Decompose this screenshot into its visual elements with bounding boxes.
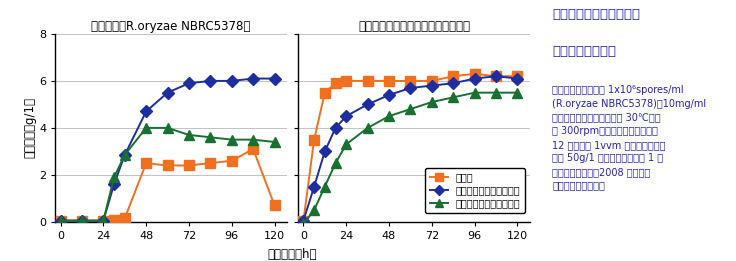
Title: エタノール発酵（ドライイースト）: エタノール発酵（ドライイースト） [358, 20, 470, 33]
Text: エタノールの生産: エタノールの生産 [552, 45, 616, 58]
Text: 発酵時間（h）: 発酵時間（h） [268, 248, 317, 261]
Text: 図２　麦稈からの乳酸、: 図２ 麦稈からの乳酸、 [552, 8, 640, 21]
Title: 乳酸発酵（R.oryzae NBRC5378）: 乳酸発酵（R.oryzae NBRC5378） [91, 20, 251, 33]
Text: （発酵条件：植菌量 1x10⁶spores/ml
(R.oryzae NBRC5378)、10mg/ml
（ドライイースト）、温度 30℃、撹
拌 300rpm: （発酵条件：植菌量 1x10⁶spores/ml (R.oryzae NBRC5… [552, 85, 707, 191]
Legend: 糖化液, 微粉砕物（並行複発酵）, 粗粉砕物（並行複発酵）: 糖化液, 微粉砕物（並行複発酵）, 粗粉砕物（並行複発酵） [425, 168, 525, 213]
Y-axis label: 生産物量（g/1）: 生産物量（g/1） [24, 97, 36, 158]
